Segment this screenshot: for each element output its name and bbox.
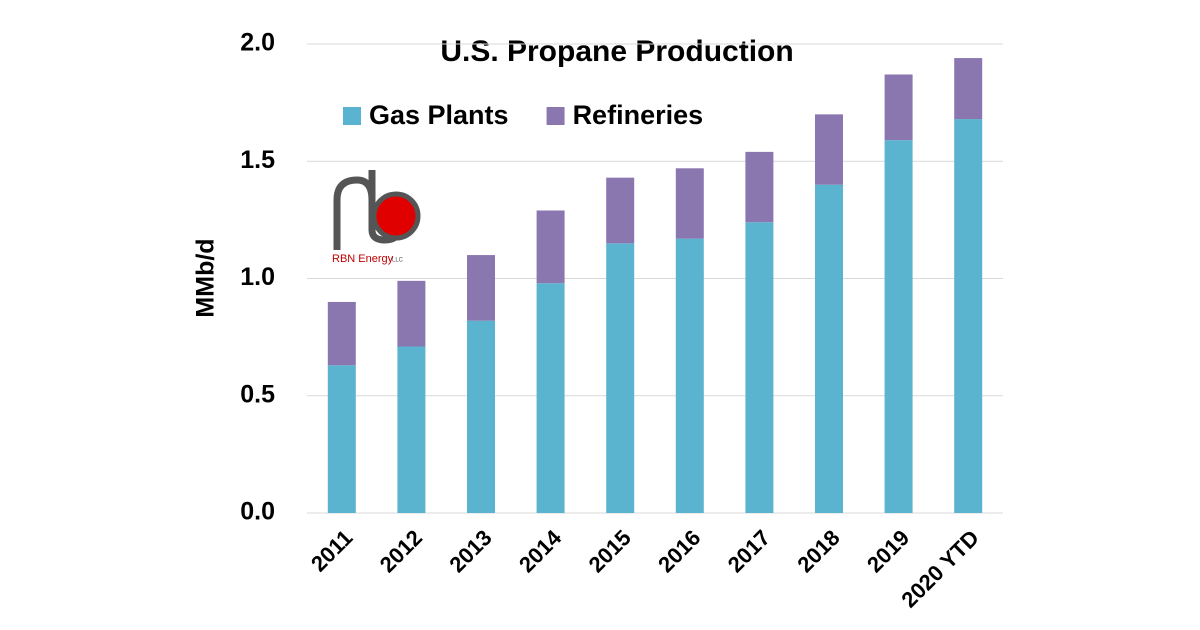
logo-suffix: LLC <box>392 258 404 264</box>
bar-segment <box>884 74 913 141</box>
bar-segment <box>397 280 426 347</box>
bar-segment <box>884 140 913 513</box>
y-tick-label: 2.0 <box>240 29 275 57</box>
y-tick-label: 1.0 <box>240 263 275 291</box>
x-tick-label: 2016 <box>653 525 705 577</box>
x-tick-label: 2015 <box>584 525 636 577</box>
x-tick-label: 2014 <box>514 524 567 577</box>
bar-segment <box>745 222 774 513</box>
x-tick-label: 2013 <box>444 525 496 577</box>
legend-swatch <box>343 107 361 125</box>
chart-title: U.S. Propane Production <box>440 35 793 68</box>
bar-segment <box>815 114 843 185</box>
bar-segment <box>467 255 495 321</box>
bar-segment <box>606 243 635 513</box>
logo-ball <box>371 191 421 241</box>
y-tick-label: 0.0 <box>240 498 275 526</box>
bar-segment <box>606 177 635 244</box>
bar-segment <box>954 58 983 120</box>
bar-segment <box>815 184 843 513</box>
bar-segment <box>327 301 356 366</box>
x-tick-label: 2011 <box>306 525 357 576</box>
logo-text: RBN Energy <box>332 253 394 265</box>
y-axis-label: MMb/d <box>192 238 220 317</box>
bar-segment <box>467 320 495 513</box>
y-tick-label: 0.5 <box>240 380 275 408</box>
bar-segment <box>745 151 774 223</box>
bar-segment <box>675 238 704 513</box>
y-tick-label: 1.5 <box>240 146 275 174</box>
bar-segment <box>327 365 356 513</box>
x-tick-label: 2018 <box>792 525 844 577</box>
bar-segment <box>954 119 983 513</box>
x-tick-label: 2019 <box>862 525 914 577</box>
logo-shape <box>333 176 376 250</box>
x-tick-label: 2012 <box>375 525 427 577</box>
logo: RBN Energy LLC <box>332 170 421 265</box>
bar-segment <box>536 283 565 513</box>
legend-label: Refineries <box>573 100 704 130</box>
bar-segment <box>536 210 565 284</box>
legend-swatch <box>546 107 565 125</box>
bar-segment <box>675 168 704 239</box>
legend-label: Gas Plants <box>369 100 509 130</box>
bar-segment <box>397 346 426 513</box>
x-tick-label: 2017 <box>723 525 775 577</box>
